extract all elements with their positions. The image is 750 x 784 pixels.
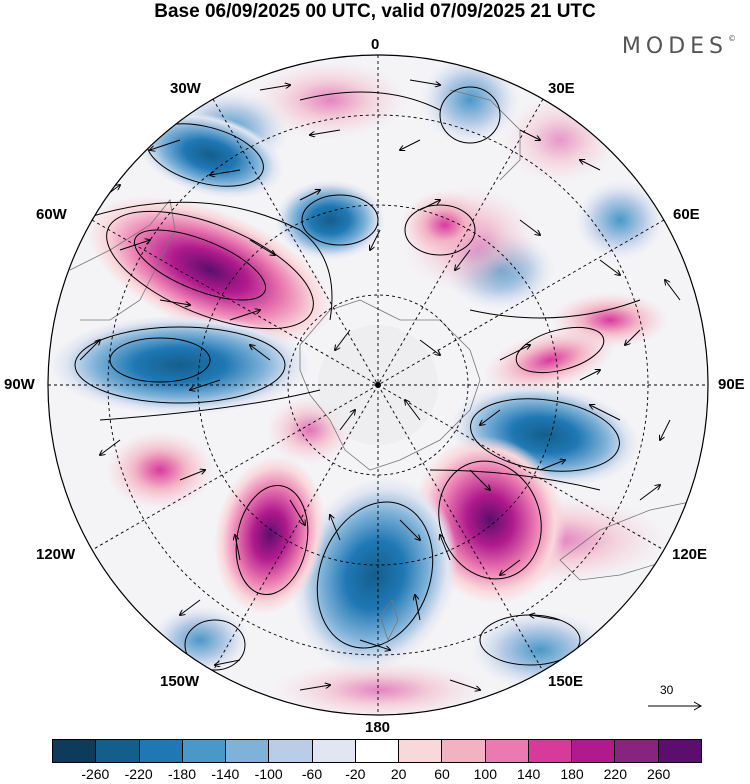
- anomaly-pos-120w: [214, 455, 326, 615]
- anomaly-pos-north-e: [400, 190, 490, 260]
- colorbar-swatch: [139, 740, 183, 762]
- lon-label-90e: 90E: [718, 376, 745, 393]
- lon-label-150e: 150E: [548, 673, 584, 690]
- reference-vector-arrow: [648, 701, 703, 711]
- anomaly-neg-north-mid: [275, 180, 385, 260]
- colorbar-swatch: [312, 740, 356, 762]
- south-america-coast: [69, 199, 176, 321]
- anomaly-neg-90w: [50, 315, 310, 415]
- colorbar-swatch: [355, 740, 400, 762]
- colorbar-tick-label: 20: [390, 766, 407, 782]
- colorbar-swatch: [485, 740, 529, 762]
- colorbar-swatch: [442, 740, 486, 762]
- anomaly-neg-60e: [575, 180, 665, 260]
- brand-name: MODES: [621, 34, 728, 59]
- lon-label-120e: 120E: [672, 546, 708, 563]
- anomaly-neg-30w: [136, 111, 284, 199]
- antarctica-coastline: [299, 299, 481, 471]
- map-boundary: [47, 54, 709, 716]
- colorbar-swatch: [615, 740, 659, 762]
- anomaly-pos-60w: [87, 196, 333, 344]
- colorbar-tick-label: 260: [646, 766, 671, 782]
- new-zealand-coast: [379, 599, 399, 642]
- anomaly-neg-se: [470, 610, 610, 690]
- wind-vectors: [79, 79, 681, 690]
- colorbar-tick-label: -140: [211, 766, 240, 782]
- colorbar-tick-label: -60: [301, 766, 323, 782]
- colorbar-tick-label: -220: [124, 766, 153, 782]
- modes-logo: MODES©: [622, 34, 736, 59]
- anomaly-pos-north: [250, 60, 410, 140]
- colorbar-ticks: -260 -220 -180 -140 -100 -60 -20 20 60 100 140 180 2…: [0, 766, 750, 784]
- colorbar-tick-label: 60: [434, 766, 450, 782]
- anomaly-neg-sw: [150, 605, 250, 675]
- colorbar-swatch: [96, 740, 140, 762]
- lon-label-60e: 60E: [673, 206, 700, 223]
- anomaly-pos-south: [270, 660, 490, 715]
- south-pole-marker: [375, 382, 381, 388]
- lon-label-30e: 30E: [548, 80, 575, 97]
- anomaly-neg-ne: [420, 55, 520, 145]
- lon-label-90w: 90W: [4, 376, 35, 393]
- colorbar-swatch: [226, 740, 270, 762]
- colorbar-swatch: [658, 740, 701, 762]
- lon-label-150w: 150W: [160, 673, 200, 690]
- colorbar-swatch: [528, 740, 573, 762]
- colorbar-swatch: [182, 740, 227, 762]
- anomaly-pos-w1: [105, 430, 215, 510]
- anomaly-neg-south: [292, 477, 458, 673]
- reference-vector-value: 30: [660, 683, 674, 697]
- colorbar-tick-label: -100: [254, 766, 283, 782]
- lon-label-0: 0: [371, 36, 380, 53]
- colorbar-swatch: [572, 740, 616, 762]
- colorbar-swatch: [399, 740, 443, 762]
- colorbar-tick-label: 180: [560, 766, 584, 782]
- colorbar-tick-label: -180: [167, 766, 197, 782]
- anomaly-field: [48, 55, 708, 715]
- colorbar-swatch: [53, 740, 97, 762]
- chart-title: Base 06/09/2025 00 UTC, valid 07/09/2025…: [154, 1, 596, 22]
- colorbar: [52, 739, 702, 763]
- lon-label-180: 180: [365, 719, 391, 736]
- colorbar-swatch: [269, 740, 313, 762]
- anomaly-pos-90e: [481, 325, 619, 395]
- lon-label-120w: 120W: [36, 546, 76, 563]
- colorbar-tick-label: -20: [345, 766, 366, 782]
- lon-label-30w: 30W: [170, 80, 201, 97]
- colorbar-tick-label: 100: [473, 766, 498, 782]
- colorbar-tick-label: -260: [81, 766, 110, 782]
- colorbar-tick-label: 220: [603, 766, 628, 782]
- lon-label-60w: 60W: [36, 206, 67, 223]
- colorbar-tick-label: 140: [516, 766, 541, 782]
- brand-mark: ©: [728, 34, 736, 43]
